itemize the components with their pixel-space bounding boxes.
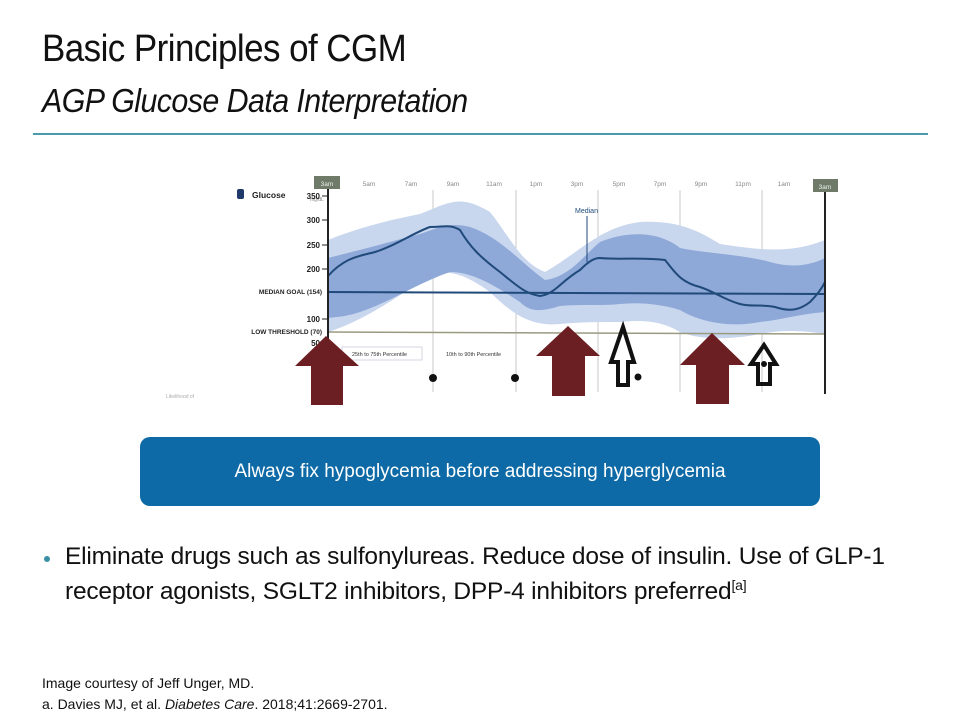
svg-text:9pm: 9pm [695,181,708,188]
svg-text:11am: 11am [486,181,502,188]
svg-text:200: 200 [307,265,321,274]
svg-text:1pm: 1pm [530,181,543,188]
arrow-up-outline-icon [747,341,780,386]
median-line [327,225,826,311]
svg-text:1am: 1am [778,181,791,188]
median-goal-line [327,291,826,295]
bullet-list: Eliminate drugs such as sulfonylureas. R… [44,542,934,606]
svg-text:3am: 3am [819,184,832,191]
slide-subtitle: AGP Glucose Data Interpretation [42,82,468,119]
meal-apple-icons [429,373,642,382]
bullet-text: Eliminate drugs such as sulfonylureas. R… [65,543,885,606]
glucose-device-icon [237,189,244,199]
svg-text:350: 350 [307,192,321,201]
end-time-highlight [813,179,838,192]
arrow-up-icon [295,336,359,405]
median-label: Median [575,208,598,215]
journal-name: Diabetes Care [164,696,255,712]
median-goal-label: MEDIAN GOAL (154) [259,289,322,296]
low-threshold-line [327,331,826,335]
agp-chart: Median Glucose mg/dL 350 300 250 200 100… [160,172,840,408]
footnotes: Image courtesy of Jeff Unger, MD. a. Dav… [42,673,388,715]
hypoglycemia-arrows [295,326,745,405]
svg-text:7pm: 7pm [654,181,667,188]
svg-text:3am: 3am [321,181,334,188]
title-divider [33,133,928,135]
reference: a. Davies MJ, et al. Diabetes Care. 2018… [42,696,388,712]
y-tick-labels: 350 300 250 200 100 50 [307,192,321,348]
svg-text:100: 100 [307,315,321,324]
svg-text:9am: 9am [447,181,460,188]
glucose-label: Glucose [252,190,286,200]
svg-text:3pm: 3pm [571,181,584,188]
arrow-up-icon [536,326,600,396]
svg-text:7am: 7am [405,181,418,188]
slide-title: Basic Principles of CGM [42,28,407,70]
start-time-highlight [314,176,340,189]
svg-text:50: 50 [311,339,320,348]
callout-banner: Always fix hypoglycemia before addressin… [140,437,820,506]
svg-text:250: 250 [307,241,321,250]
callout-text: Always fix hypoglycemia before addressin… [234,460,726,482]
x-tick-labels: 3am 5am 7am 9am 11am 1pm 3pm 5pm 7pm 9pm… [321,181,832,191]
y-unit-label: mg/dL [310,197,324,203]
bullet-item: Eliminate drugs such as sulfonylureas. R… [44,542,934,606]
legend-outer-label: 10th to 90th Percentile [446,352,501,358]
svg-text:11pm: 11pm [735,181,751,188]
bullet-citation: [a] [731,577,747,593]
svg-text:5pm: 5pm [613,181,626,188]
svg-text:5am: 5am [363,181,376,188]
low-threshold-label: LOW THRESHOLD (70) [251,329,322,336]
image-credit: Image courtesy of Jeff Unger, MD. [42,675,255,691]
legend-iqr-label: 25th to 75th Percentile [352,352,407,358]
arrow-up-outline-icon [608,320,637,387]
arrow-up-icon [680,333,745,404]
hyperglycemia-arrows [608,320,780,387]
svg-text:300: 300 [307,216,321,225]
likelihood-label: Likelihood of [166,394,195,400]
interquartile-band [328,224,825,325]
bullet-dot-icon [44,556,50,562]
